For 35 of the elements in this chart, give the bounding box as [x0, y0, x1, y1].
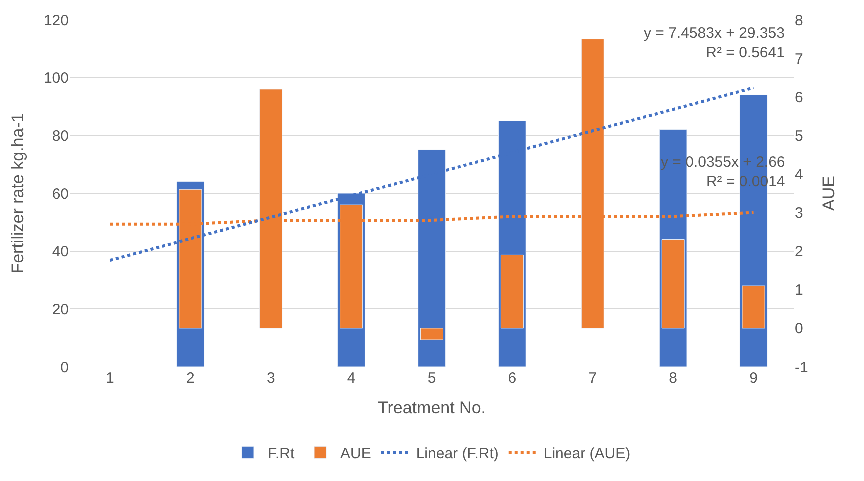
annotation: y = 7.4583x + 29.353 R² = 0.5641: [644, 25, 785, 62]
y2-axis-title: AUE: [820, 176, 839, 211]
y-tick-label: 20: [52, 301, 69, 318]
x-tick-label: 6: [508, 370, 517, 387]
y-axis-title: Fertilizer rate kg.ha-1: [8, 113, 28, 274]
y2-tick-label: 7: [795, 50, 804, 68]
x-tick-label: 2: [186, 370, 195, 387]
y-tick-label: 100: [44, 70, 69, 88]
y2-tick-label: 6: [795, 89, 804, 106]
y-tick-label: 0: [60, 359, 69, 376]
y2-tick-label: -1: [795, 359, 808, 376]
y-tick-label: 80: [52, 128, 69, 145]
y2-tick-label: 2: [795, 244, 804, 261]
x-tick-label: 8: [669, 370, 678, 387]
y2-tick-label: 0: [795, 320, 804, 338]
x-tick-label: 3: [266, 370, 276, 387]
y2-tick-label: 1: [795, 282, 804, 300]
x-tick-label: 1: [106, 370, 114, 387]
y-tick-label: 60: [52, 186, 69, 203]
x-tick-label: 4: [347, 370, 356, 387]
y2-tick-label: 8: [795, 12, 804, 30]
legend-label: F.Rt: [268, 446, 296, 462]
x-axis-title: Treatment No.: [378, 398, 486, 418]
legend-label: Linear (F.Rt): [416, 446, 499, 462]
x-tick-label: 7: [588, 370, 598, 387]
x-tick-label: 9: [750, 370, 758, 387]
bar: [742, 286, 766, 329]
y2-tick-label: 5: [795, 128, 804, 145]
legend-label: AUE: [340, 446, 372, 462]
y2-tick-label: 3: [795, 205, 804, 222]
y-tick-label: 120: [44, 12, 69, 30]
y-tick-label: 40: [52, 244, 69, 261]
y2-tick-label: 4: [795, 166, 804, 184]
legend-label: Linear (AUE): [544, 446, 631, 462]
x-tick-label: 5: [428, 370, 436, 387]
